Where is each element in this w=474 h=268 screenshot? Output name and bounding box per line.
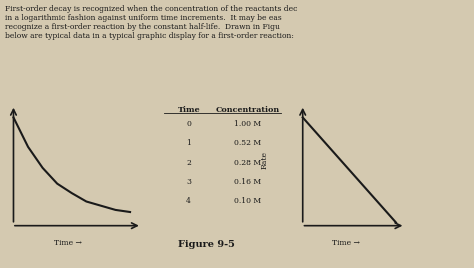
Text: 1.00 M: 1.00 M <box>234 120 262 128</box>
Text: 1: 1 <box>186 139 191 147</box>
Text: Figure 9-5: Figure 9-5 <box>178 240 235 249</box>
Text: 0.10 M: 0.10 M <box>234 197 262 205</box>
Text: 3: 3 <box>186 178 191 186</box>
Text: 2: 2 <box>186 159 191 166</box>
Text: 0: 0 <box>186 120 191 128</box>
Text: 0.28 M: 0.28 M <box>234 159 262 166</box>
Text: Time →: Time → <box>54 239 82 247</box>
Text: 0.52 M: 0.52 M <box>234 139 262 147</box>
Text: 0.16 M: 0.16 M <box>234 178 262 186</box>
Text: First-order decay is recognized when the concentration of the reactants dec
in a: First-order decay is recognized when the… <box>5 5 297 40</box>
Text: Time →: Time → <box>331 239 359 247</box>
Text: Concentration: Concentration <box>216 106 280 114</box>
Text: Time: Time <box>177 106 200 114</box>
Text: Rate: Rate <box>260 151 268 169</box>
Text: 4: 4 <box>186 197 191 205</box>
